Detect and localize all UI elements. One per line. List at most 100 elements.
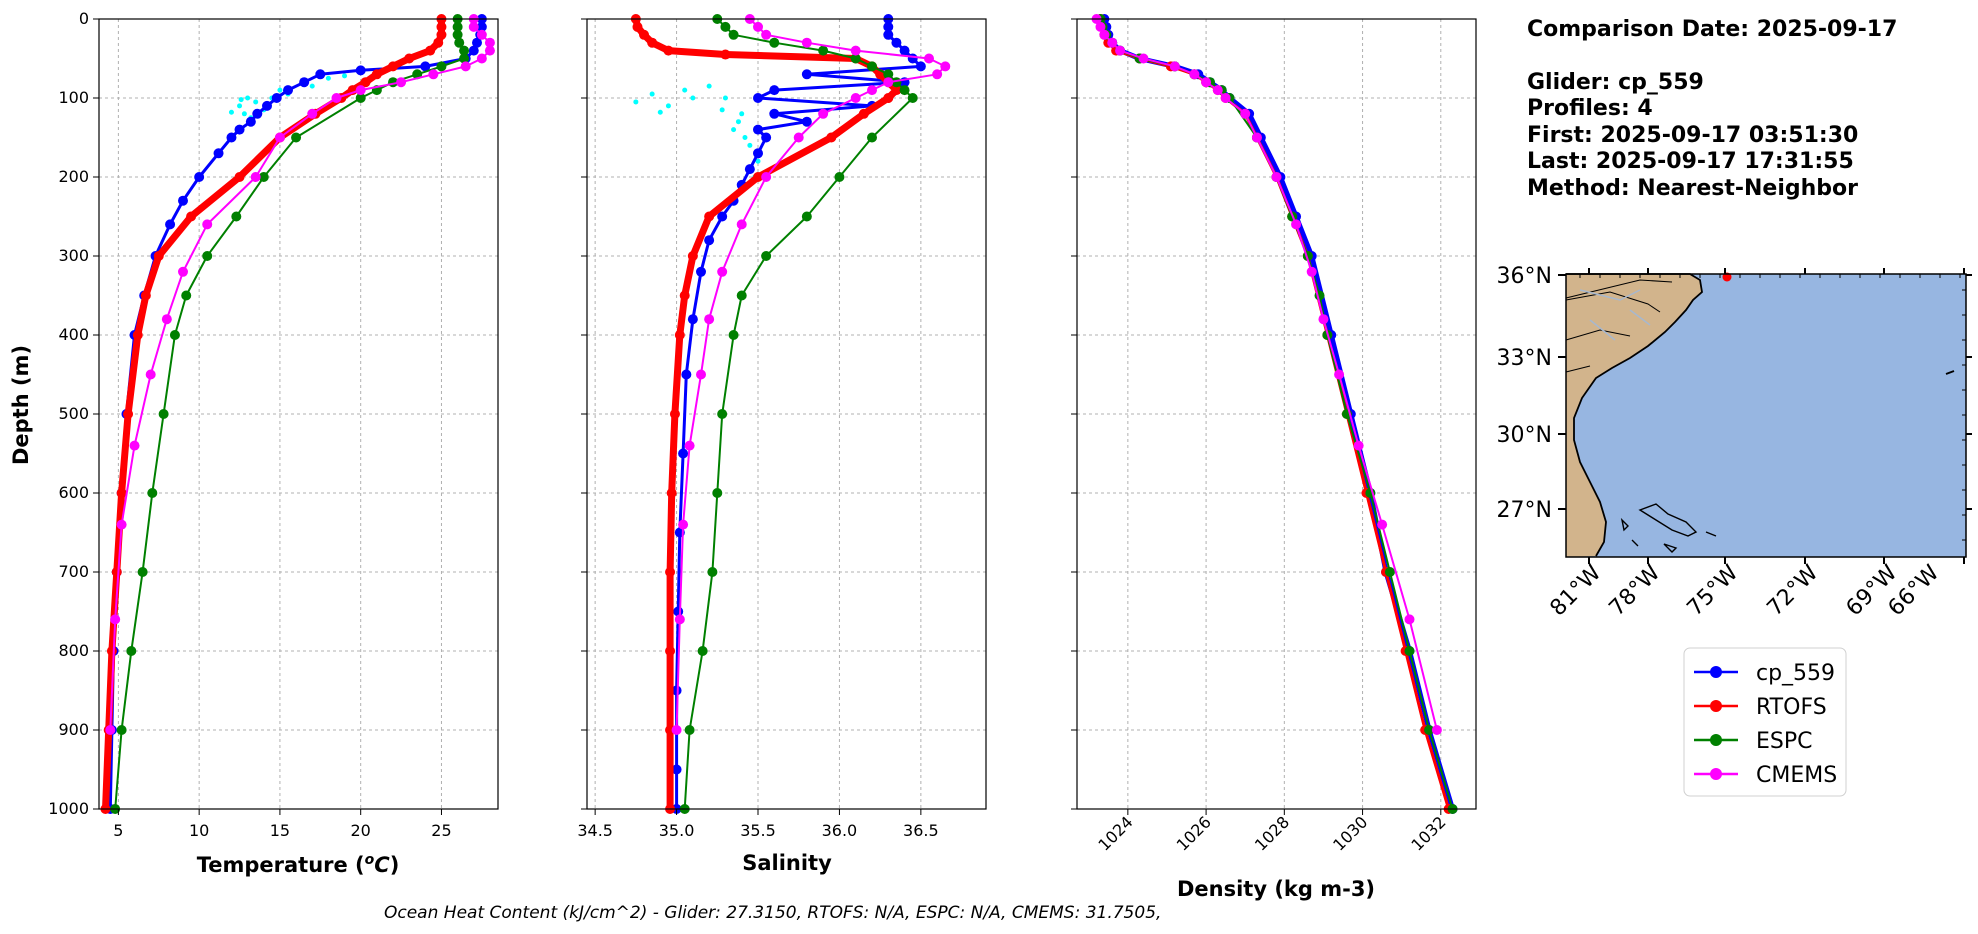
temperature-cp-559-point [245, 116, 256, 127]
temperature-cp-559-point [315, 69, 326, 80]
temperature-raw-point [325, 75, 331, 81]
temperature-x-label: Temperature (oC) [197, 852, 400, 877]
legend-espc-marker [1710, 734, 1722, 746]
salinity-raw-point [719, 107, 725, 113]
salinity-cp-559-point [671, 764, 682, 775]
temperature-cmems-point [484, 45, 495, 56]
salinity-espc-point [736, 290, 747, 301]
salinity-raw-point [682, 87, 688, 93]
salinity-raw-point [649, 91, 655, 97]
salinity-cmems-point [696, 369, 706, 380]
density-cmems-point [1377, 519, 1388, 530]
depth-y-label: Depth (m) [9, 345, 33, 465]
salinity-series-espc [679, 14, 918, 814]
salinity-cmems-point [850, 93, 861, 103]
map-lon-label: 81°W [1546, 560, 1607, 621]
density-cmems-point [1169, 61, 1180, 72]
salinity-rtofs-point [679, 290, 690, 301]
temperature-espc-point [291, 132, 302, 143]
density-x-label: Density (kg m-3) [1177, 877, 1375, 901]
map-bermuda [1945, 370, 1955, 375]
temperature-series-espc [110, 14, 470, 814]
density-cmems-point [1404, 614, 1415, 625]
density-cmems-point [1099, 29, 1110, 40]
salinity-rtofs-point [665, 567, 676, 577]
salinity-cp-559-point [753, 124, 763, 135]
temperature-raw-point [228, 109, 234, 115]
temperature-x-tick-label: 20 [351, 821, 371, 840]
temperature-espc-point [116, 725, 127, 735]
temperature-rtofs-point [111, 567, 122, 577]
temperature-cp-559-point [299, 77, 310, 88]
legend-cmems-marker [1710, 768, 1722, 780]
temperature-espc-point [355, 93, 366, 103]
salinity-rtofs-point [666, 488, 677, 498]
temperature-raw-point [342, 73, 348, 79]
temperature-raw-point [253, 99, 259, 105]
temperature-cmems-point [331, 93, 342, 103]
legend-cmems-label: CMEMS [1756, 763, 1837, 788]
depth-y-tick-label: 300 [58, 246, 89, 265]
density-espc-point [1404, 646, 1415, 656]
legend-espc-label: ESPC [1756, 729, 1813, 754]
salinity-rtofs-point [674, 330, 685, 340]
map-lat-label: 33°N [1497, 346, 1552, 371]
salinity-rtofs-point [665, 646, 676, 656]
salinity-rtofs-point [883, 93, 894, 103]
density-cmems-point [1189, 69, 1200, 80]
temperature-cmems-point [484, 37, 495, 48]
salinity-cmems-point [883, 77, 894, 88]
salinity-rtofs-point [669, 409, 680, 419]
temperature-cp-559-point [234, 124, 245, 135]
temperature-cmems-point [355, 85, 366, 96]
map-lon-label: 78°W [1605, 560, 1666, 621]
density-cmems-point [1431, 725, 1442, 735]
temperature-rtofs-point [388, 61, 398, 72]
temperature-rtofs-point [234, 172, 245, 182]
density-espc-point [1384, 567, 1395, 577]
salinity-espc-point [728, 330, 739, 340]
salinity-espc-point [883, 69, 894, 80]
salinity-cmems-point [671, 725, 682, 735]
map-lon-label: 75°W [1683, 560, 1744, 621]
salinity-cp-559-point [671, 685, 682, 696]
legend-rtofs-marker [1710, 700, 1722, 712]
salinity-cp-559-point [753, 148, 763, 159]
temperature-rtofs-point [360, 77, 371, 88]
temperature-espc-point [459, 45, 470, 56]
comparison-date: Comparison Date: 2025-09-17 [1527, 17, 1897, 42]
comparison-method: Method: Nearest-Neighbor [1527, 176, 1858, 201]
map-lat-label: 36°N [1497, 264, 1552, 289]
density-cmems-point [1251, 132, 1262, 143]
salinity-cp-559-point [761, 132, 772, 143]
temperature-cmems-point [396, 77, 407, 88]
salinity-cmems-point [761, 172, 772, 182]
temperature-cmems-point [110, 614, 121, 625]
salinity-cp-559-point [891, 37, 902, 48]
salinity-cmems-point [717, 266, 728, 277]
depth-y-tick-label: 700 [58, 562, 89, 581]
temperature-rtofs-point [106, 646, 117, 656]
salinity-raw-point [731, 127, 737, 133]
temperature-rtofs-point [186, 211, 197, 222]
temperature-cp-559-point [355, 65, 366, 76]
salinity-espc-point [801, 211, 812, 222]
salinity-rtofs-point [753, 172, 763, 182]
temperature-raw-point [309, 83, 315, 89]
map-lat-label: 27°N [1497, 498, 1552, 523]
temperature-rtofs-point [153, 251, 164, 261]
temperature-espc-point [158, 409, 169, 419]
legend-box [1683, 647, 1847, 797]
salinity-raw-point [742, 135, 748, 140]
map-lon-label: 72°W [1763, 560, 1824, 621]
temperature-raw-point [241, 111, 247, 117]
salinity-cmems-point [674, 614, 685, 625]
density-cmems-point [1318, 314, 1329, 325]
salinity-rtofs-point [704, 211, 715, 222]
salinity-espc-point [712, 488, 723, 498]
salinity-rtofs-point [826, 132, 837, 143]
temperature-cmems-point [202, 219, 213, 230]
ocean-heat-content-footer: Ocean Heat Content (kJ/cm^2) - Glider: 2… [384, 903, 1161, 923]
salinity-cmems-point [818, 108, 829, 119]
temperature-cmems-point [476, 53, 487, 64]
